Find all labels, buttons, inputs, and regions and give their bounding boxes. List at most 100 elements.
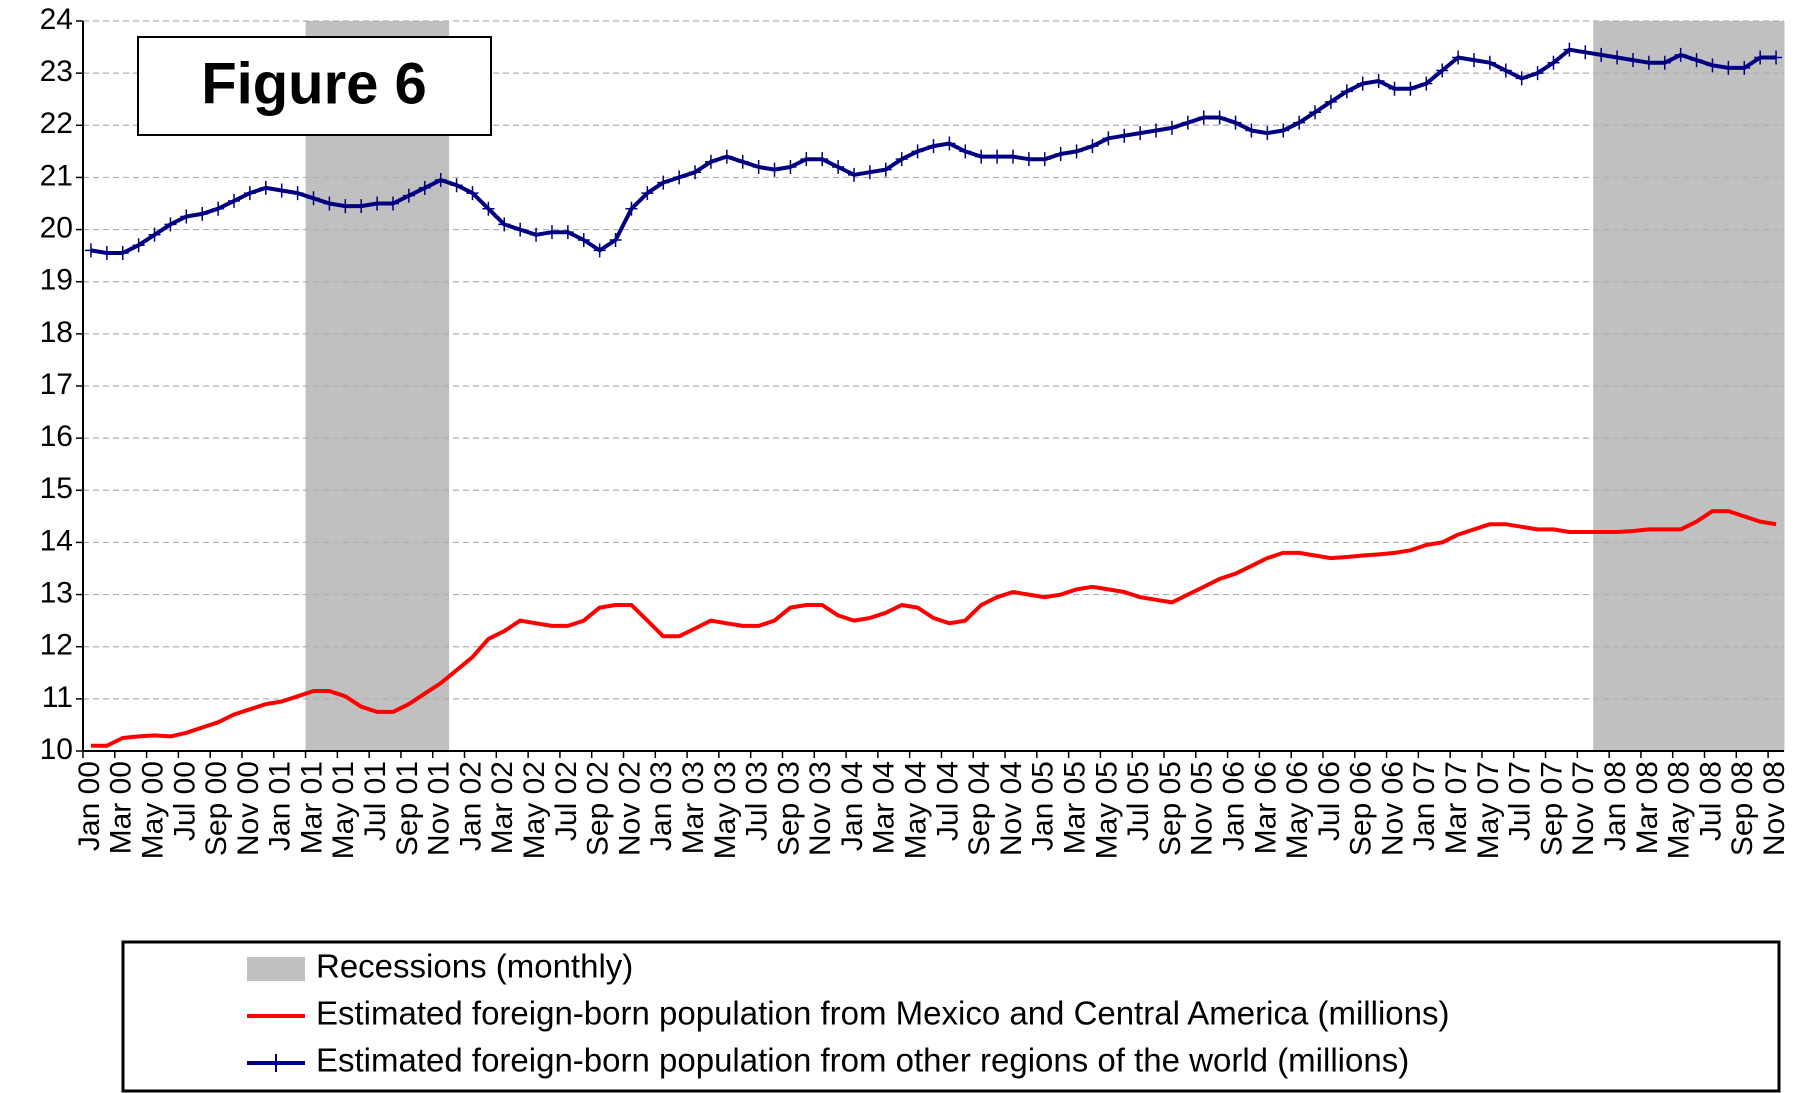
x-tick-label: Nov 08	[1758, 761, 1791, 856]
x-tick-label: Jul 03	[741, 761, 774, 841]
x-tick-label: Mar 00	[105, 761, 138, 854]
x-tick-label: Jul 06	[1313, 761, 1346, 841]
point-marker	[371, 196, 384, 211]
point-marker	[1658, 55, 1671, 70]
x-tick-label: May 04	[900, 761, 933, 859]
x-tick-label: Mar 06	[1249, 761, 1282, 854]
series-line	[90, 509, 1777, 748]
point-marker	[959, 144, 972, 159]
point-marker	[1118, 128, 1131, 143]
point-marker	[196, 206, 209, 221]
point-marker	[768, 162, 781, 177]
point-marker	[1642, 55, 1655, 70]
x-tick-label: May 01	[327, 761, 360, 859]
point-marker	[704, 154, 717, 169]
recession-bar	[1672, 21, 1690, 751]
x-tick-label: Jan 05	[1027, 761, 1060, 851]
x-tick-label: Sep 05	[1154, 761, 1187, 856]
y-tick-label: 12	[40, 629, 73, 662]
recession-bar	[1640, 21, 1658, 751]
x-tick-label: Mar 04	[868, 761, 901, 854]
point-marker	[291, 186, 304, 201]
title-box	[137, 36, 492, 136]
y-tick-label: 14	[40, 524, 73, 557]
x-tick-label: Jan 08	[1599, 761, 1632, 851]
x-tick-label: Sep 02	[582, 761, 615, 856]
legend-label: Estimated foreign-born population from o…	[316, 1042, 1409, 1079]
y-tick-label: 24	[40, 3, 73, 36]
recession-bar	[432, 21, 450, 751]
point-marker	[1277, 123, 1290, 138]
point-marker	[1165, 120, 1178, 135]
point-marker	[259, 180, 272, 195]
x-tick-label: Jan 07	[1408, 761, 1441, 851]
point-marker	[1706, 58, 1719, 73]
x-tick-label: Nov 01	[423, 761, 456, 856]
point-marker	[530, 227, 543, 242]
point-marker	[498, 217, 511, 232]
recession-bar	[1704, 21, 1721, 751]
point-marker	[1674, 47, 1687, 62]
point-marker	[212, 201, 225, 216]
x-tick-label: Jul 07	[1504, 761, 1537, 841]
point-marker	[1356, 76, 1369, 91]
point-marker	[736, 154, 749, 169]
x-tick-label: Sep 08	[1726, 761, 1759, 856]
point-marker	[228, 193, 241, 208]
y-tick-label: 19	[40, 264, 73, 297]
x-tick-label: Jul 02	[550, 761, 583, 841]
point-marker	[879, 162, 892, 177]
point-marker	[1245, 123, 1258, 138]
x-tick-label: Nov 04	[995, 761, 1028, 856]
x-tick-label: Sep 06	[1345, 761, 1378, 856]
x-tick-label: Jul 08	[1694, 761, 1727, 841]
x-tick-label: Jan 00	[73, 761, 106, 851]
point-marker	[800, 152, 813, 167]
point-marker	[943, 136, 956, 151]
point-marker	[100, 246, 113, 261]
point-marker	[339, 199, 352, 214]
point-marker	[561, 225, 574, 240]
y-tick-label: 10	[40, 733, 73, 766]
x-tick-label: Nov 00	[232, 761, 265, 856]
point-marker	[1181, 115, 1194, 130]
point-marker	[466, 186, 479, 201]
recession-bar	[400, 21, 418, 751]
y-tick-label: 18	[40, 316, 73, 349]
point-marker	[593, 243, 606, 258]
x-tick-label: Mar 08	[1631, 761, 1664, 854]
x-tick-label: May 08	[1663, 761, 1696, 859]
point-marker	[689, 165, 702, 180]
point-marker	[927, 139, 940, 154]
point-marker	[784, 160, 797, 174]
point-marker	[1261, 126, 1274, 141]
legend-swatch	[247, 957, 305, 981]
point-marker	[1324, 94, 1337, 109]
point-marker	[116, 246, 129, 261]
point-marker	[307, 191, 320, 206]
point-marker	[418, 180, 431, 195]
x-tick-label: Jul 01	[359, 761, 392, 841]
x-tick-label: Sep 03	[772, 761, 805, 856]
x-tick-label: Mar 01	[295, 761, 328, 854]
x-tick-label: May 00	[136, 761, 169, 859]
point-marker	[1006, 149, 1019, 164]
x-tick-label: Mar 07	[1440, 761, 1473, 854]
legend-label: Recessions (monthly)	[316, 948, 633, 985]
point-marker	[1483, 55, 1496, 70]
point-marker	[450, 178, 463, 193]
chart-title: Figure 6	[201, 51, 427, 116]
point-marker	[1134, 126, 1147, 141]
x-tick-label: Sep 04	[963, 761, 996, 856]
point-marker	[1579, 45, 1592, 60]
x-tick-label: Mar 05	[1058, 761, 1091, 854]
point-marker	[323, 196, 336, 211]
point-marker	[1022, 152, 1035, 167]
x-tick-label: Nov 07	[1567, 761, 1600, 856]
x-tick-label: May 03	[709, 761, 742, 859]
point-marker	[1054, 146, 1067, 161]
point-marker	[1770, 50, 1783, 65]
point-marker	[1229, 115, 1242, 130]
